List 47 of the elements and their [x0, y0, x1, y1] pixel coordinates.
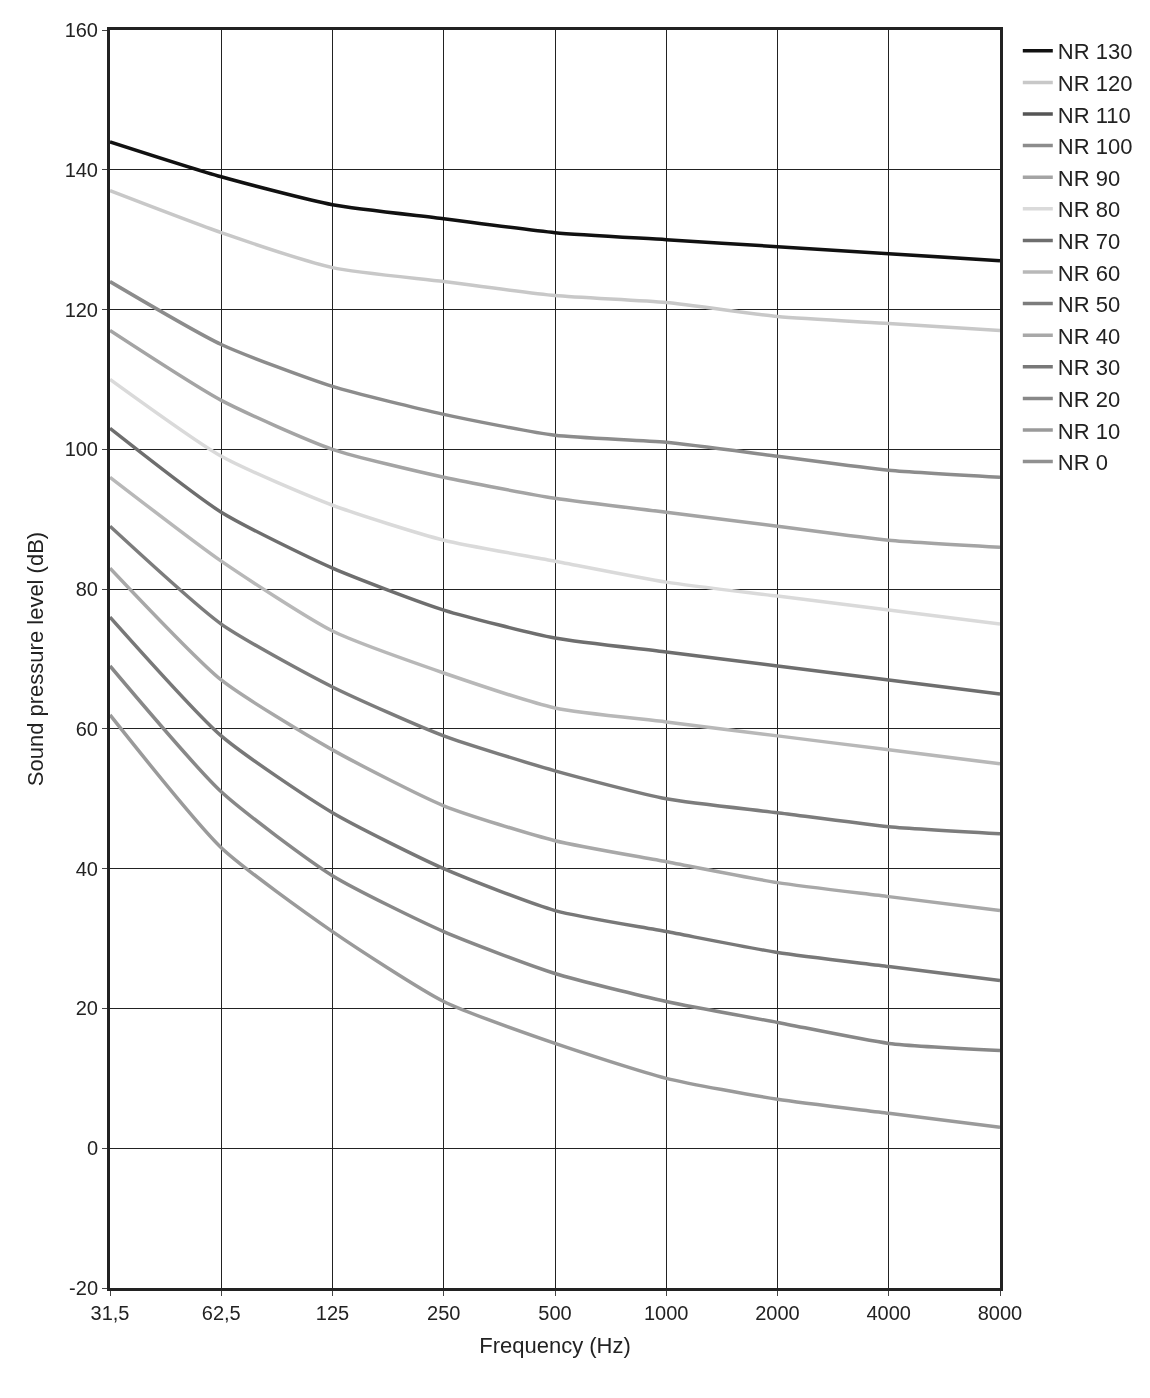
y-axis-title: Sound pressure level (dB) [23, 531, 49, 787]
legend-label: NR 50 [1057, 292, 1121, 318]
line-series [110, 475, 1000, 766]
legend-label: NR 80 [1057, 197, 1121, 223]
y-tick-label: 80 [75, 578, 98, 601]
y-tick-label: 100 [64, 438, 98, 461]
x-tick-label: 125 [315, 1302, 350, 1324]
legend-label: NR 40 [1057, 323, 1121, 349]
legend-label: NR 60 [1057, 260, 1121, 286]
line-series [110, 140, 1000, 263]
line-series [110, 377, 1000, 626]
y-tick-label: 60 [75, 717, 98, 740]
x-tick-label: 62,5 [201, 1302, 241, 1324]
y-tick-label: 120 [64, 298, 98, 321]
y-tick-label: 160 [64, 19, 98, 41]
legend-label: NR 30 [1057, 355, 1121, 381]
legend-label: NR 130 [1057, 39, 1133, 65]
x-tick-label: 250 [427, 1302, 461, 1324]
legend-label: NR 120 [1057, 70, 1133, 96]
line-series [110, 328, 1000, 549]
legend-label: NR 70 [1057, 228, 1121, 254]
x-tick-label: 500 [538, 1302, 572, 1324]
line-series [110, 426, 1000, 696]
x-tick-label: 2000 [755, 1302, 800, 1324]
legend-label: NR 100 [1057, 134, 1133, 160]
legend-label: NR 20 [1057, 386, 1121, 412]
line-series [110, 615, 1000, 983]
line-series [110, 664, 1000, 1053]
x-tick-label: 8000 [977, 1302, 1023, 1324]
y-tick-label: -20 [69, 1277, 98, 1299]
legend-label: NR 110 [1057, 102, 1131, 128]
x-tick-label: 31,5 [90, 1302, 130, 1324]
legend-label: NR 0 [1057, 450, 1108, 476]
x-tick-label: 4000 [866, 1302, 911, 1324]
line-series [110, 279, 1000, 480]
line-series [110, 713, 1000, 1130]
line-series [110, 524, 1000, 836]
y-tick-label: 0 [86, 1137, 98, 1160]
legend-label: NR 10 [1057, 418, 1121, 444]
y-tick-label: 20 [75, 997, 98, 1020]
x-axis-title: Frequency (Hz) [479, 1332, 631, 1358]
y-tick-label: 40 [75, 857, 98, 880]
legend-label: NR 90 [1057, 165, 1121, 191]
line-series [110, 188, 1000, 333]
line-series [110, 566, 1000, 913]
y-tick-label: 140 [64, 158, 98, 181]
x-tick-label: 1000 [644, 1302, 689, 1324]
